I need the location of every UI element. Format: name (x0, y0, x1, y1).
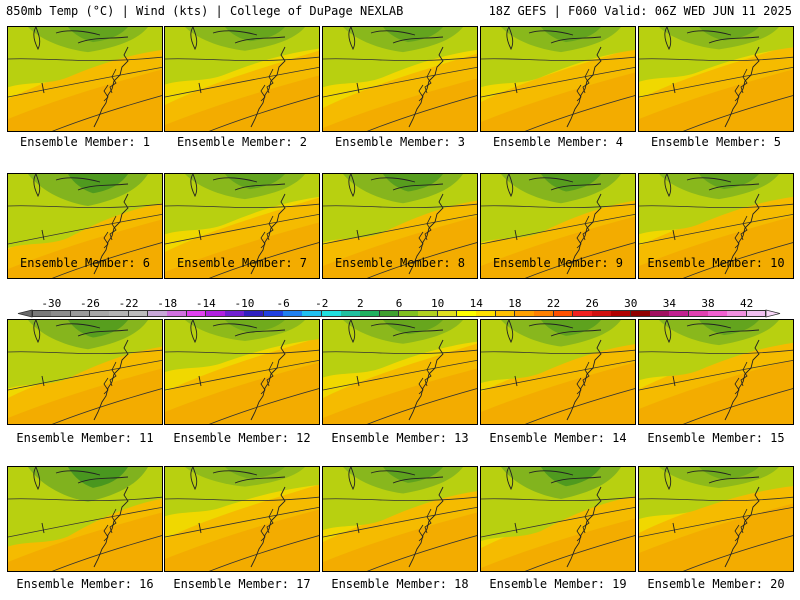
colorbar-cell (669, 310, 690, 317)
colorbar-cell (205, 310, 226, 317)
ensemble-member-map (638, 319, 794, 425)
ensemble-member-label: Ensemble Member: 4 (492, 135, 624, 149)
ensemble-member-map (164, 173, 320, 279)
colorbar-tick-label: -10 (234, 297, 255, 310)
colorbar-tick-label: 10 (431, 297, 445, 310)
ensemble-member-label: Ensemble Member: 2 (176, 135, 308, 149)
colorbar-left-arrow (17, 309, 33, 318)
ensemble-member-label: Ensemble Member: 13 (331, 431, 469, 445)
ensemble-member-map (7, 319, 163, 425)
colorbar-tick-label: 30 (624, 297, 638, 310)
colorbar-tick-label: -22 (118, 297, 139, 310)
ensemble-member-label: Ensemble Member: 10 (647, 256, 785, 270)
colorbar-cell (572, 310, 593, 317)
ensemble-member-label: Ensemble Member: 6 (19, 256, 151, 270)
ensemble-member-label: Ensemble Member: 3 (334, 135, 466, 149)
colorbar-cell (476, 310, 497, 317)
colorbar-tick-label: 18 (508, 297, 522, 310)
ensemble-member-map (322, 319, 478, 425)
colorbar-tick-label: 2 (357, 297, 364, 310)
colorbar-tick-label: -6 (276, 297, 290, 310)
ensemble-member-map (7, 26, 163, 132)
ensemble-member-label: Ensemble Member: 5 (650, 135, 782, 149)
colorbar-cell (109, 310, 130, 317)
map-title: 850mb Temp (°C) | Wind (kts) | College o… (6, 4, 404, 18)
colorbar-tick-label: 22 (546, 297, 561, 310)
colorbar-cell (379, 310, 400, 317)
ensemble-member-map (7, 466, 163, 572)
ensemble-member-map (322, 173, 478, 279)
ensemble-member-label: Ensemble Member: 14 (489, 431, 627, 445)
colorbar-frame (32, 310, 766, 317)
temperature-colorbar (32, 310, 767, 317)
colorbar-tick-label: 14 (469, 297, 483, 310)
ensemble-member-map (322, 466, 478, 572)
ensemble-member-map (480, 173, 636, 279)
colorbar-cell (302, 310, 323, 317)
ensemble-member-label: Ensemble Member: 15 (647, 431, 785, 445)
ensemble-member-label: Ensemble Member: 8 (334, 256, 466, 270)
colorbar-tick-label: 26 (585, 297, 599, 310)
ensemble-member-map (480, 319, 636, 425)
colorbar-tick-label: -14 (195, 297, 216, 310)
ensemble-member-map (322, 26, 478, 132)
colorbar-tick-label: -2 (315, 297, 329, 310)
colorbar-tick-label: 6 (395, 297, 403, 310)
ensemble-member-map (480, 26, 636, 132)
ensemble-member-label: Ensemble Member: 9 (492, 256, 624, 270)
colorbar-tick-label: -26 (80, 297, 100, 310)
ensemble-member-map (638, 173, 794, 279)
model-run-title: 18Z GEFS | F060 Valid: 06Z WED JUN 11 20… (488, 4, 792, 18)
ensemble-member-map (638, 26, 794, 132)
ensemble-member-label: Ensemble Member: 1 (19, 135, 151, 149)
ensemble-member-map (7, 173, 163, 279)
ensemble-member-label: Ensemble Member: 11 (16, 431, 154, 445)
ensemble-member-label: Ensemble Member: 17 (173, 577, 311, 591)
ensemble-member-label: Ensemble Member: 12 (173, 431, 311, 445)
ensemble-member-label: Ensemble Member: 7 (176, 256, 308, 270)
colorbar-right-arrow (765, 309, 781, 318)
ensemble-member-map (164, 319, 320, 425)
ensemble-member-map (638, 466, 794, 572)
colorbar-tick-label: -18 (157, 297, 178, 310)
ensemble-member-map (164, 466, 320, 572)
ensemble-member-label: Ensemble Member: 20 (647, 577, 785, 591)
ensemble-member-label: Ensemble Member: 19 (489, 577, 627, 591)
colorbar-tick-label: -30 (41, 297, 62, 310)
ensemble-member-map (480, 466, 636, 572)
ensemble-member-map (164, 26, 320, 132)
ensemble-member-label: Ensemble Member: 18 (331, 577, 469, 591)
colorbar-tick-label: 34 (662, 297, 677, 310)
ensemble-member-label: Ensemble Member: 16 (16, 577, 154, 591)
colorbar-tick-label: 38 (701, 297, 715, 310)
colorbar-tick-label: 42 (740, 297, 754, 310)
